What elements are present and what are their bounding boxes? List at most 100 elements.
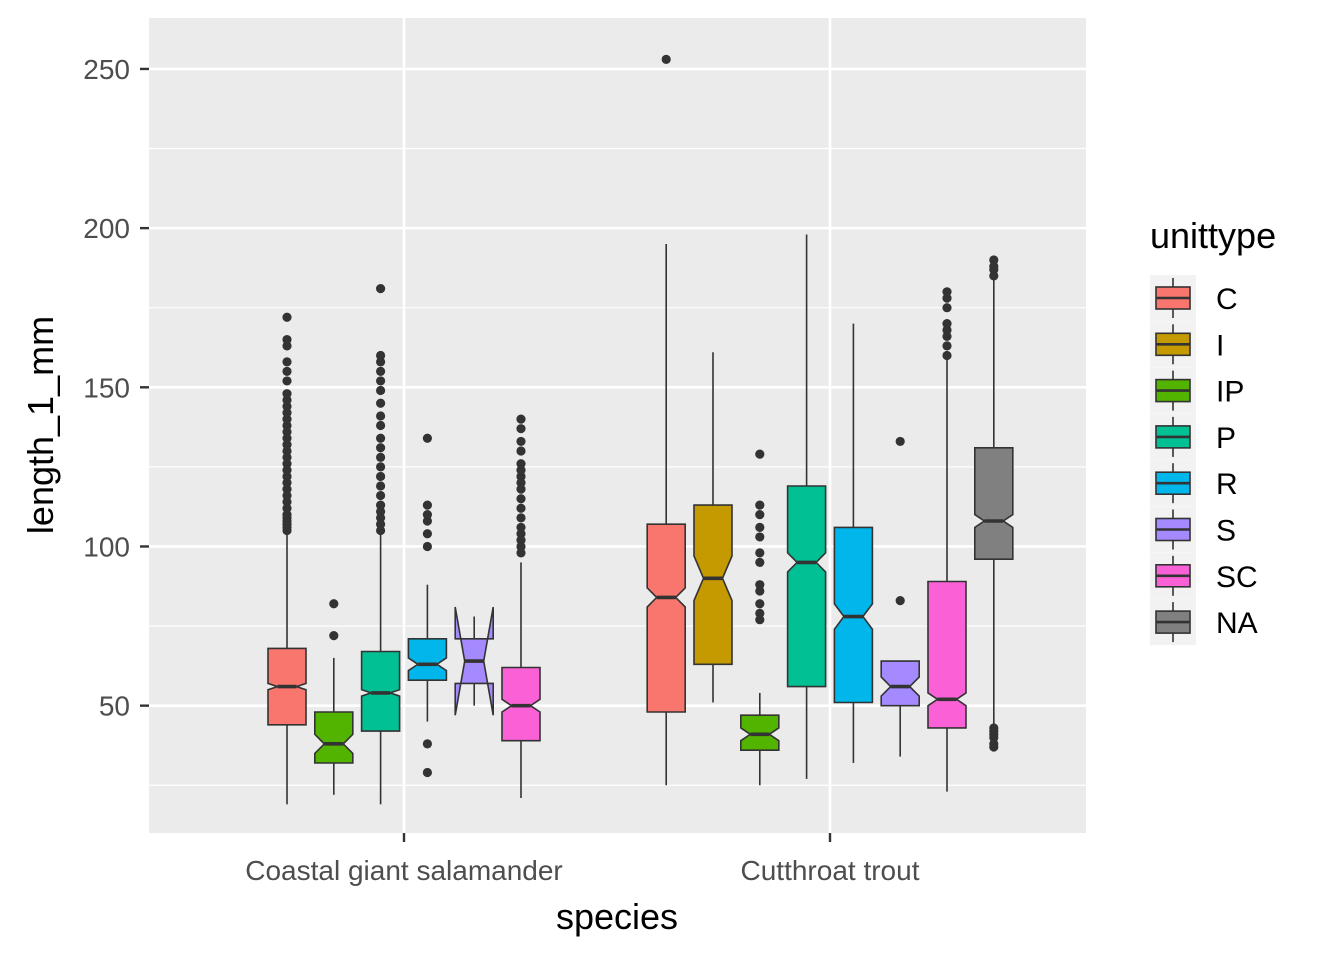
outlier-point <box>422 510 432 520</box>
legend-entry-sc: SC <box>1150 552 1258 599</box>
box-coastal-giant-salamander-sc <box>501 414 541 798</box>
outlier-point <box>942 325 952 335</box>
outlier-point <box>376 385 386 396</box>
legend-entry-r: R <box>1150 460 1238 507</box>
outlier-point <box>895 436 905 447</box>
y-tick-label: 50 <box>99 691 130 722</box>
outlier-point <box>516 414 526 424</box>
x-axis-title: species <box>556 896 678 937</box>
box-cutthroat-trout-sc <box>927 287 967 792</box>
outlier-point <box>755 580 765 590</box>
legend-label: P <box>1216 422 1236 455</box>
x-tick-label: Coastal giant salamander <box>245 855 563 886</box>
outlier-point <box>516 541 526 552</box>
x-axis: Coastal giant salamander Cutthroat trout <box>245 833 920 886</box>
outlier-point <box>376 350 386 361</box>
outlier-point <box>422 767 432 778</box>
outlier-point <box>376 376 386 386</box>
y-tick-label: 150 <box>83 372 130 403</box>
outlier-point <box>755 608 765 618</box>
outlier-point <box>282 401 292 411</box>
outlier-point <box>282 433 292 443</box>
outlier-point <box>376 519 386 529</box>
box-cutthroat-trout-ip <box>739 449 780 786</box>
outlier-point <box>282 420 292 431</box>
outlier-point <box>989 723 999 733</box>
outlier-point <box>329 631 339 641</box>
outlier-point <box>282 446 292 456</box>
box-cutthroat-trout-c <box>646 54 687 786</box>
legend-entry-s: S <box>1150 506 1236 553</box>
outlier-point <box>516 436 526 447</box>
outlier-point <box>376 481 386 491</box>
box-coastal-giant-salamander-ip <box>313 599 354 795</box>
outlier-point <box>422 739 432 749</box>
box-body <box>973 446 1014 561</box>
boxes <box>267 54 1014 805</box>
outlier-point <box>376 398 386 408</box>
outlier-point <box>516 471 526 482</box>
box-body <box>313 711 354 764</box>
outlier-point <box>942 303 952 313</box>
outlier-point <box>942 341 952 351</box>
outlier-point <box>422 433 432 443</box>
box-cutthroat-trout-p <box>786 234 827 779</box>
box-coastal-giant-salamander-p <box>360 284 401 805</box>
box-coastal-giant-salamander-s <box>454 606 495 716</box>
outlier-point <box>376 411 386 421</box>
outlier-point <box>516 478 526 488</box>
outlier-point <box>895 595 905 606</box>
outlier-point <box>376 357 386 367</box>
outlier-point <box>942 287 952 297</box>
outlier-point <box>282 452 292 462</box>
grid-minor <box>149 147 1086 786</box>
x-tick-label: Cutthroat trout <box>741 855 920 886</box>
outlier-point <box>376 525 386 536</box>
outlier-point <box>516 513 526 523</box>
outlier-point <box>516 503 526 513</box>
outlier-point <box>376 366 386 376</box>
outlier-point <box>282 389 292 399</box>
outlier-point <box>516 484 526 494</box>
outlier-point <box>989 261 999 271</box>
outlier-point <box>942 319 952 329</box>
legend-entry-na: NA <box>1150 599 1258 646</box>
outlier-point <box>282 357 292 367</box>
legend-label: NA <box>1216 607 1258 640</box>
legend-entry-c: C <box>1150 275 1238 321</box>
box-cutthroat-trout-i <box>693 352 733 703</box>
legend-entry-ip: IP <box>1150 367 1244 414</box>
outlier-point <box>282 484 292 494</box>
outlier-point <box>942 331 952 341</box>
outlier-point <box>942 293 952 303</box>
outlier-point <box>282 408 292 418</box>
outlier-point <box>516 535 526 545</box>
outlier-point <box>282 510 292 520</box>
y-tick-label: 200 <box>83 213 130 244</box>
outlier-point <box>282 376 292 386</box>
outlier-point <box>376 513 386 523</box>
y-tick-label: 100 <box>83 531 130 562</box>
outlier-point <box>516 465 526 475</box>
outlier-point <box>376 433 386 443</box>
outlier-point <box>282 471 292 482</box>
outlier-point <box>282 427 292 437</box>
outlier-point <box>755 557 765 567</box>
outlier-point <box>282 478 292 488</box>
outlier-point <box>516 548 526 558</box>
outlier-point <box>422 500 432 510</box>
box-body <box>693 504 733 666</box>
outlier-point <box>755 500 765 510</box>
box-cutthroat-trout-r <box>833 323 874 763</box>
outlier-point <box>376 506 386 517</box>
outlier-point <box>282 503 292 513</box>
legend-label: SC <box>1216 561 1258 594</box>
outlier-point <box>376 284 386 294</box>
outlier-point <box>755 599 765 609</box>
outlier-point <box>755 586 765 596</box>
legend-label: R <box>1216 468 1238 501</box>
outlier-point <box>376 471 386 482</box>
outlier-point <box>282 395 292 405</box>
box-body <box>927 580 967 729</box>
